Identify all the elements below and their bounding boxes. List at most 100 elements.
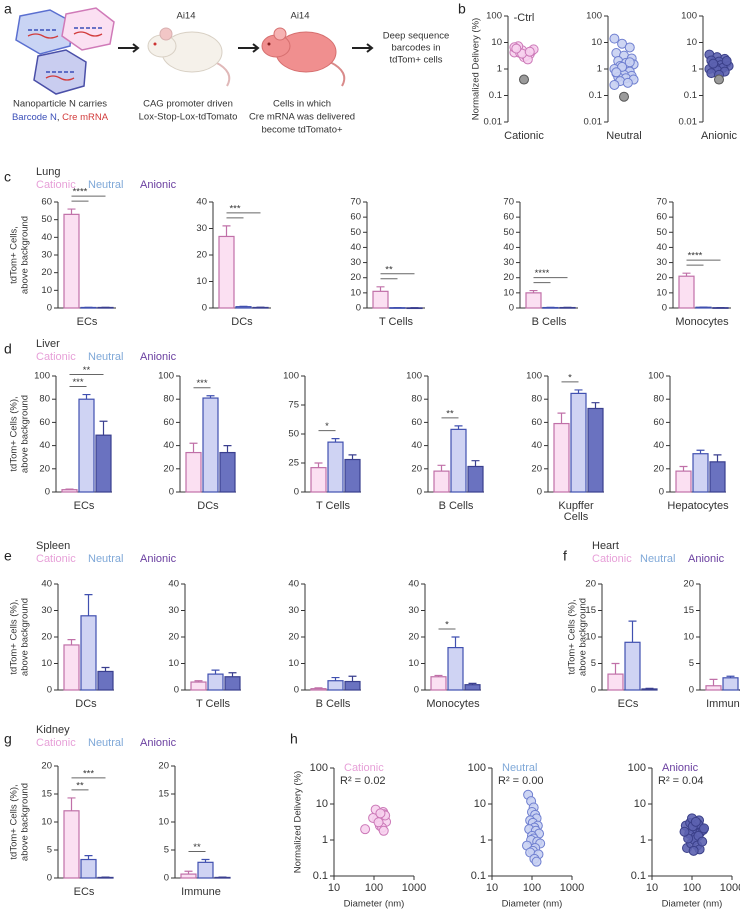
y-tick-label: 5 [591,658,596,669]
y-tick-label: 0.1 [589,90,602,101]
error-bar [726,675,735,678]
significance-label: * [568,372,572,383]
y-tick-label: 100 [406,371,422,382]
error-bar [434,674,443,677]
y-tick-label: 0 [662,303,667,314]
caption: CAG promoter driven [143,99,233,110]
y-tick-label: 10 [474,798,486,810]
error-bar [451,636,460,648]
panel-label: h [290,731,298,747]
y-tick-label: 20 [196,250,207,261]
y-tick-label: 20 [411,463,422,474]
significance-label: *** [72,377,83,388]
x-tick-label: 100 [683,882,701,894]
bar [675,470,692,493]
y-tick-label: 80 [531,394,542,405]
mouse-label: Ai14 [290,11,309,22]
y-tick-label: 1 [322,834,328,846]
error-bar [84,855,93,860]
error-bar [194,680,203,683]
bar [705,685,722,691]
error-bar [228,672,237,677]
panel-label: b [458,1,466,17]
y-tick-label: 0 [174,685,179,696]
y-tick-label: 0.1 [313,870,328,882]
bar [78,398,95,493]
legend-entry: Cationic [592,553,632,565]
y-tick-label: 80 [39,394,50,405]
x-axis-label: ECs [77,316,98,328]
error-bar [454,425,463,430]
y-tick-label: 100 [648,371,664,382]
x-axis-label: Cells [564,511,589,523]
y-tick-label: 0 [169,487,174,498]
y-tick-label: 60 [531,417,542,428]
y-tick-label: 30 [656,257,667,268]
error-bar [696,449,705,454]
control-point [619,91,629,102]
y-tick-label: 5 [164,845,169,856]
point [511,43,522,54]
point [708,58,719,69]
error-bar [67,208,76,215]
significance-label: **** [73,187,88,198]
barcode [28,27,102,73]
group-label: Neutral [606,130,641,142]
bar [344,458,361,493]
bar [587,407,604,493]
panel-label: f [563,548,567,564]
y-tick-label: 40 [408,579,419,590]
caption-sep: , [57,112,62,123]
y-tick-label: 70 [656,197,667,208]
x-axis-label: Hepatocytes [667,500,729,512]
error-bar [376,286,385,292]
bar [310,688,327,691]
error-bar [67,797,76,811]
panel-label: e [4,548,12,564]
y-tick-label: 10 [686,37,697,48]
y-axis-label: above background [20,783,31,861]
annotation: R² = 0.04 [658,775,704,787]
caption: Nanoparticle N carries [13,99,107,110]
mouse-label: Ai14 [176,11,195,22]
bar [372,290,389,309]
y-tick-label: 20 [350,272,361,283]
point [690,816,701,827]
y-tick-label: 0 [45,487,50,498]
y-axis-label: tdTom+ Cells (%), [567,599,578,674]
y-tick-label: 20 [408,632,419,643]
point [679,826,690,837]
error-bar [591,402,600,409]
y-tick-label: 50 [41,214,52,225]
y-tick-label: 30 [41,605,52,616]
error-bar [628,620,637,643]
y-tick-label: 0.1 [489,90,502,101]
error-bar [557,412,566,424]
y-tick-label: 30 [168,605,179,616]
x-tick-label: 10 [328,882,340,894]
significance-label: **** [535,268,550,279]
y-tick-label: 0.1 [684,90,697,101]
result-text: tdTom+ cells [389,55,442,66]
y-tick-label: 20 [41,267,52,278]
y-tick-label: 100 [34,371,50,382]
y-tick-label: 15 [158,789,169,800]
y-tick-label: 10 [316,798,328,810]
legend-entry: Neutral [88,179,123,191]
panel-label: g [4,731,12,747]
x-axis-label: Kupffer [558,500,594,512]
bar [692,453,709,493]
error-bar [201,858,210,863]
error-bar [211,669,220,675]
bar [467,465,484,493]
legend-entry: Cationic [36,737,76,749]
y-tick-label: 0.1 [631,870,646,882]
bar [641,688,658,691]
point [375,808,386,819]
bar [464,684,481,691]
mouse [261,27,346,87]
x-axis-label: ECs [618,698,639,710]
point [609,33,620,44]
y-tick-label: 20 [39,463,50,474]
y-tick-label: 40 [503,242,514,253]
